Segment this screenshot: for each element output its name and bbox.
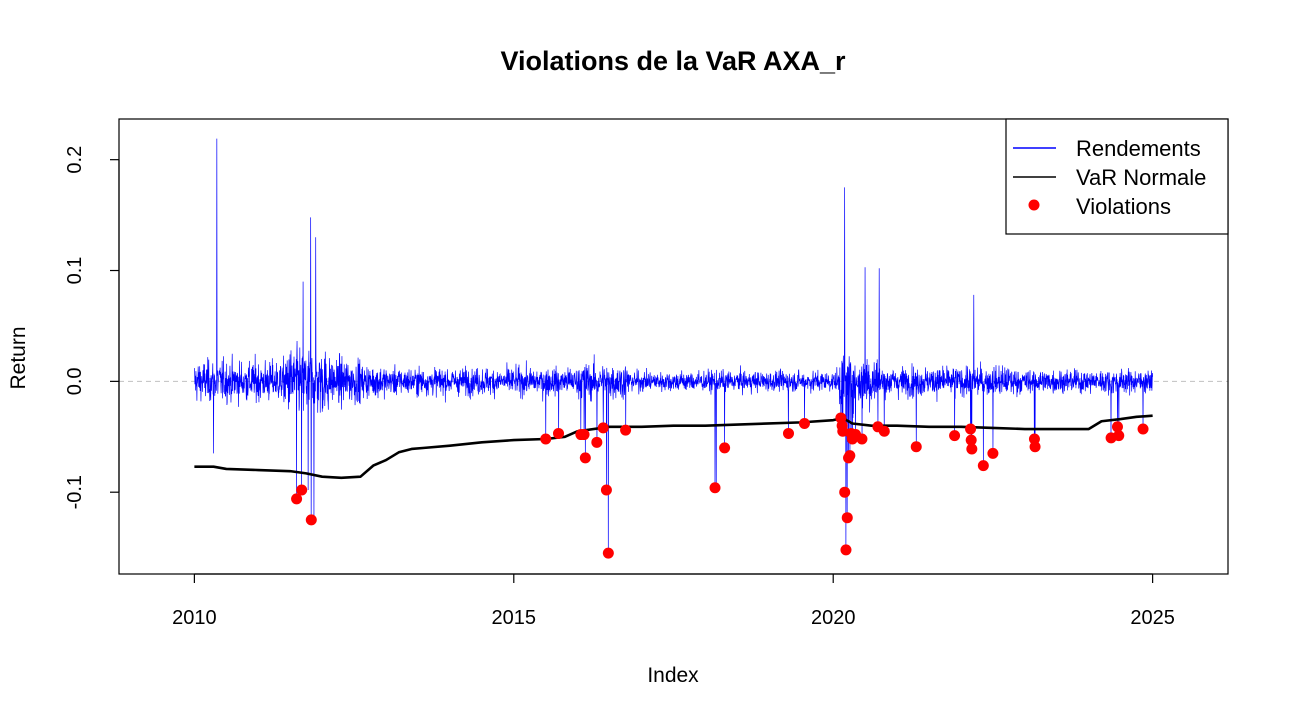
violation-point — [965, 423, 977, 435]
violation-point — [966, 443, 978, 455]
violation-point — [1137, 423, 1149, 435]
x-axis-label: Index — [647, 664, 699, 687]
violation-point — [578, 429, 590, 441]
y-tick-label: 0.2 — [64, 146, 86, 174]
violation-point — [878, 425, 890, 437]
var-normale-line — [194, 414, 1153, 480]
violation-point — [296, 484, 308, 496]
legend-label-violations: Violations — [1076, 194, 1171, 219]
violation-point — [965, 434, 977, 446]
violation-point — [1029, 441, 1041, 453]
violation-point — [977, 460, 989, 472]
legend-key-violations — [1028, 199, 1040, 211]
violation-point — [602, 547, 614, 559]
violation-point — [841, 512, 853, 524]
returns-series — [119, 138, 1228, 554]
violation-point — [591, 436, 603, 448]
violation-point — [840, 544, 852, 556]
violation-point — [553, 427, 565, 439]
violations-series — [291, 412, 1149, 559]
violation-point — [597, 422, 609, 434]
violation-point — [600, 484, 612, 496]
violation-point — [579, 452, 591, 464]
violation-point — [719, 442, 731, 454]
violation-point — [291, 493, 303, 505]
legend-label-rendements: Rendements — [1076, 136, 1201, 161]
y-tick-label: -0.1 — [64, 475, 86, 509]
violation-point — [987, 447, 999, 459]
x-tick-label: 2010 — [172, 607, 217, 629]
var-series — [194, 414, 1153, 480]
y-tick-label: 0.1 — [64, 257, 86, 285]
violation-point — [910, 441, 922, 453]
violation-point — [305, 514, 317, 526]
y-tick-label: 0.0 — [64, 367, 86, 395]
chart-title: Violations de la VaR AXA_r — [500, 46, 846, 76]
violation-point — [1113, 430, 1125, 442]
violation-point — [839, 486, 851, 498]
returns-line — [194, 138, 1153, 554]
violation-point — [1111, 421, 1123, 433]
violation-point — [856, 433, 868, 445]
x-tick-label: 2020 — [811, 607, 856, 629]
violation-point — [798, 417, 810, 429]
legend: Rendements VaR Normale Violations — [1005, 118, 1229, 235]
y-axis: -0.1 0.0 0.1 0.2 — [64, 146, 120, 509]
legend-label-var-normale: VaR Normale — [1076, 165, 1206, 190]
violation-point — [949, 430, 961, 442]
x-tick-label: 2015 — [492, 607, 537, 629]
violation-point — [709, 482, 721, 494]
violation-point — [844, 450, 856, 462]
y-axis-label: Return — [7, 326, 30, 389]
x-axis: 2010 2015 2020 2025 — [172, 573, 1175, 629]
violation-point — [540, 433, 552, 445]
x-tick-label: 2025 — [1130, 607, 1175, 629]
violation-point — [782, 427, 794, 439]
violation-point — [837, 425, 849, 437]
violation-point — [620, 424, 632, 436]
